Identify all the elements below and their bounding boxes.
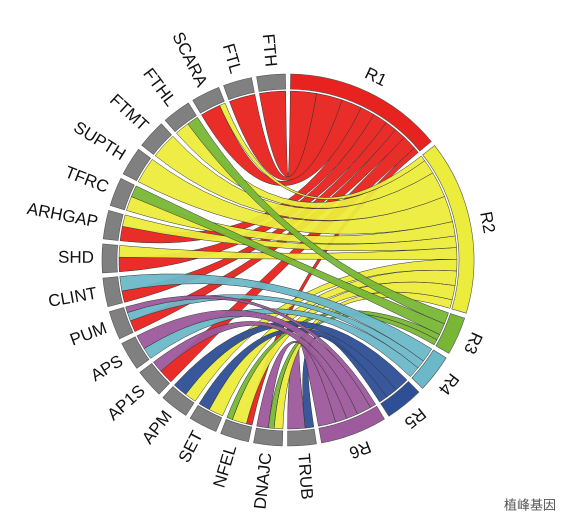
gene-label: CLINT xyxy=(47,284,99,311)
region-sector xyxy=(380,381,420,417)
region-sector xyxy=(422,145,475,314)
region-label: R2 xyxy=(476,210,499,235)
gene-sector xyxy=(164,102,197,133)
gene-sector xyxy=(192,86,225,114)
gene-sector xyxy=(108,307,134,340)
link xyxy=(259,90,317,177)
gene-sector xyxy=(102,210,124,241)
gene-label: APM xyxy=(138,407,176,448)
gene-label: TRUB xyxy=(294,453,316,501)
gene-label: AP1S xyxy=(104,381,149,424)
region-label: R3 xyxy=(460,329,486,357)
gene-label: TFRC xyxy=(62,162,111,196)
gene-sector xyxy=(223,77,255,100)
gene-sector xyxy=(121,336,150,369)
region-sector xyxy=(318,405,385,444)
region-sector xyxy=(435,313,466,354)
watermark: 植峰基因 xyxy=(504,497,556,512)
gene-label: NFEL xyxy=(210,443,241,490)
links xyxy=(118,90,458,430)
region-sector xyxy=(290,73,432,152)
gene-label: ARHGAP xyxy=(25,199,99,231)
gene-label: SHD xyxy=(58,248,94,267)
region-label: R1 xyxy=(362,64,390,91)
region-label: R4 xyxy=(434,370,462,399)
gene-sector xyxy=(189,405,223,432)
gene-sector xyxy=(102,276,123,308)
gene-sector xyxy=(287,428,317,447)
region-sector xyxy=(411,349,447,389)
region-label: R6 xyxy=(347,437,374,462)
gene-sector xyxy=(256,73,286,92)
gene-label: FTMT xyxy=(106,90,152,135)
gene-sector xyxy=(101,243,118,274)
link xyxy=(125,295,377,408)
link xyxy=(119,273,433,362)
gene-sector xyxy=(122,148,152,182)
region-label: R5 xyxy=(401,404,430,432)
gene-label: SCARA xyxy=(168,29,211,91)
gene-label: SET xyxy=(175,428,207,466)
link xyxy=(187,116,449,325)
link xyxy=(219,102,426,200)
gene-sector xyxy=(141,123,172,155)
gene-label: PUM xyxy=(67,318,109,349)
gene-label: DNAJC xyxy=(250,452,275,510)
gene-sector xyxy=(162,386,195,416)
gene-sector xyxy=(139,362,170,395)
gene-label: FTHL xyxy=(139,64,180,109)
gene-label: FTH xyxy=(259,33,281,68)
gene-label: APS xyxy=(87,351,126,385)
gene-sector xyxy=(109,178,135,211)
gene-sector xyxy=(220,419,253,443)
gene-label: SUPTH xyxy=(70,117,129,164)
gene-sector xyxy=(253,427,284,447)
gene-label: FTL xyxy=(219,41,246,75)
